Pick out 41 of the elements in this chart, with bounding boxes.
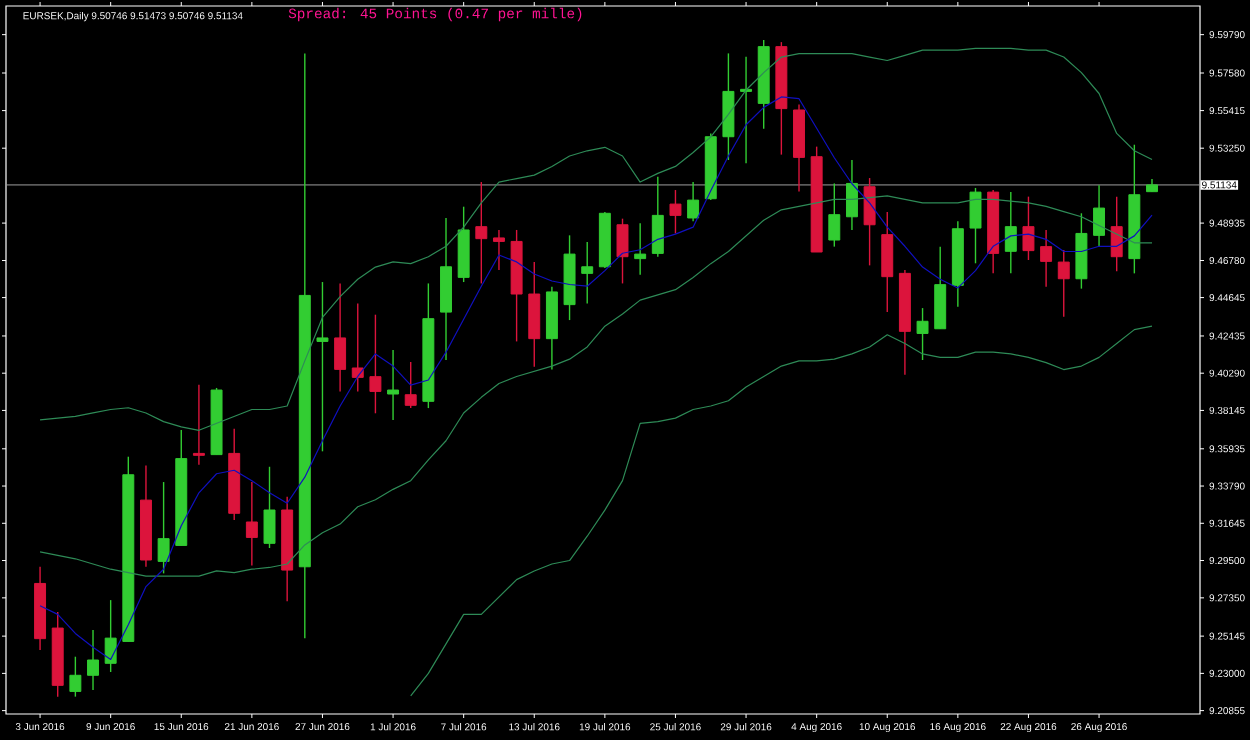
candlestick xyxy=(351,302,364,393)
candlestick xyxy=(492,229,505,271)
candlestick xyxy=(316,281,329,453)
candlestick xyxy=(1057,249,1070,318)
candlestick xyxy=(440,217,452,361)
candlestick xyxy=(1040,229,1053,288)
candlestick xyxy=(1093,184,1106,248)
candlestick xyxy=(1004,191,1017,275)
candlestick xyxy=(969,187,982,264)
candlestick xyxy=(545,286,558,371)
candlestick xyxy=(404,361,417,409)
candlestick xyxy=(722,52,735,161)
candlestick xyxy=(192,383,205,466)
candlestick xyxy=(69,656,82,698)
candlestick xyxy=(581,241,594,305)
candlestick xyxy=(457,206,470,283)
candlestick xyxy=(387,349,400,421)
candlestick xyxy=(828,182,841,248)
candlestick xyxy=(87,629,99,691)
candlestick xyxy=(1022,195,1035,261)
candlestick xyxy=(634,222,647,276)
candlestick xyxy=(475,181,488,285)
candlestick xyxy=(793,103,805,193)
candlestick xyxy=(528,261,541,368)
candlestick xyxy=(245,481,258,567)
candlestick xyxy=(334,282,347,393)
candlestick xyxy=(669,189,682,235)
candlestick xyxy=(157,481,170,575)
candlestick xyxy=(845,159,858,231)
candlestick xyxy=(104,599,117,673)
candlestick xyxy=(651,175,664,258)
candlestick xyxy=(687,181,700,222)
candlestick xyxy=(263,466,276,549)
candlestick xyxy=(881,211,894,313)
candlestick xyxy=(1075,212,1088,290)
candlestick xyxy=(916,307,929,361)
candlestick xyxy=(1110,195,1123,272)
candlestick xyxy=(369,313,382,414)
candlestick xyxy=(616,217,629,285)
candlestick xyxy=(863,177,876,267)
candlestick xyxy=(934,245,947,330)
